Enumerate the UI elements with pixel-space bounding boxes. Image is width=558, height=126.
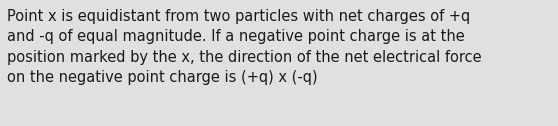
Text: Point x is equidistant from two particles with net charges of +q
and -q of equal: Point x is equidistant from two particle… [7, 9, 482, 85]
